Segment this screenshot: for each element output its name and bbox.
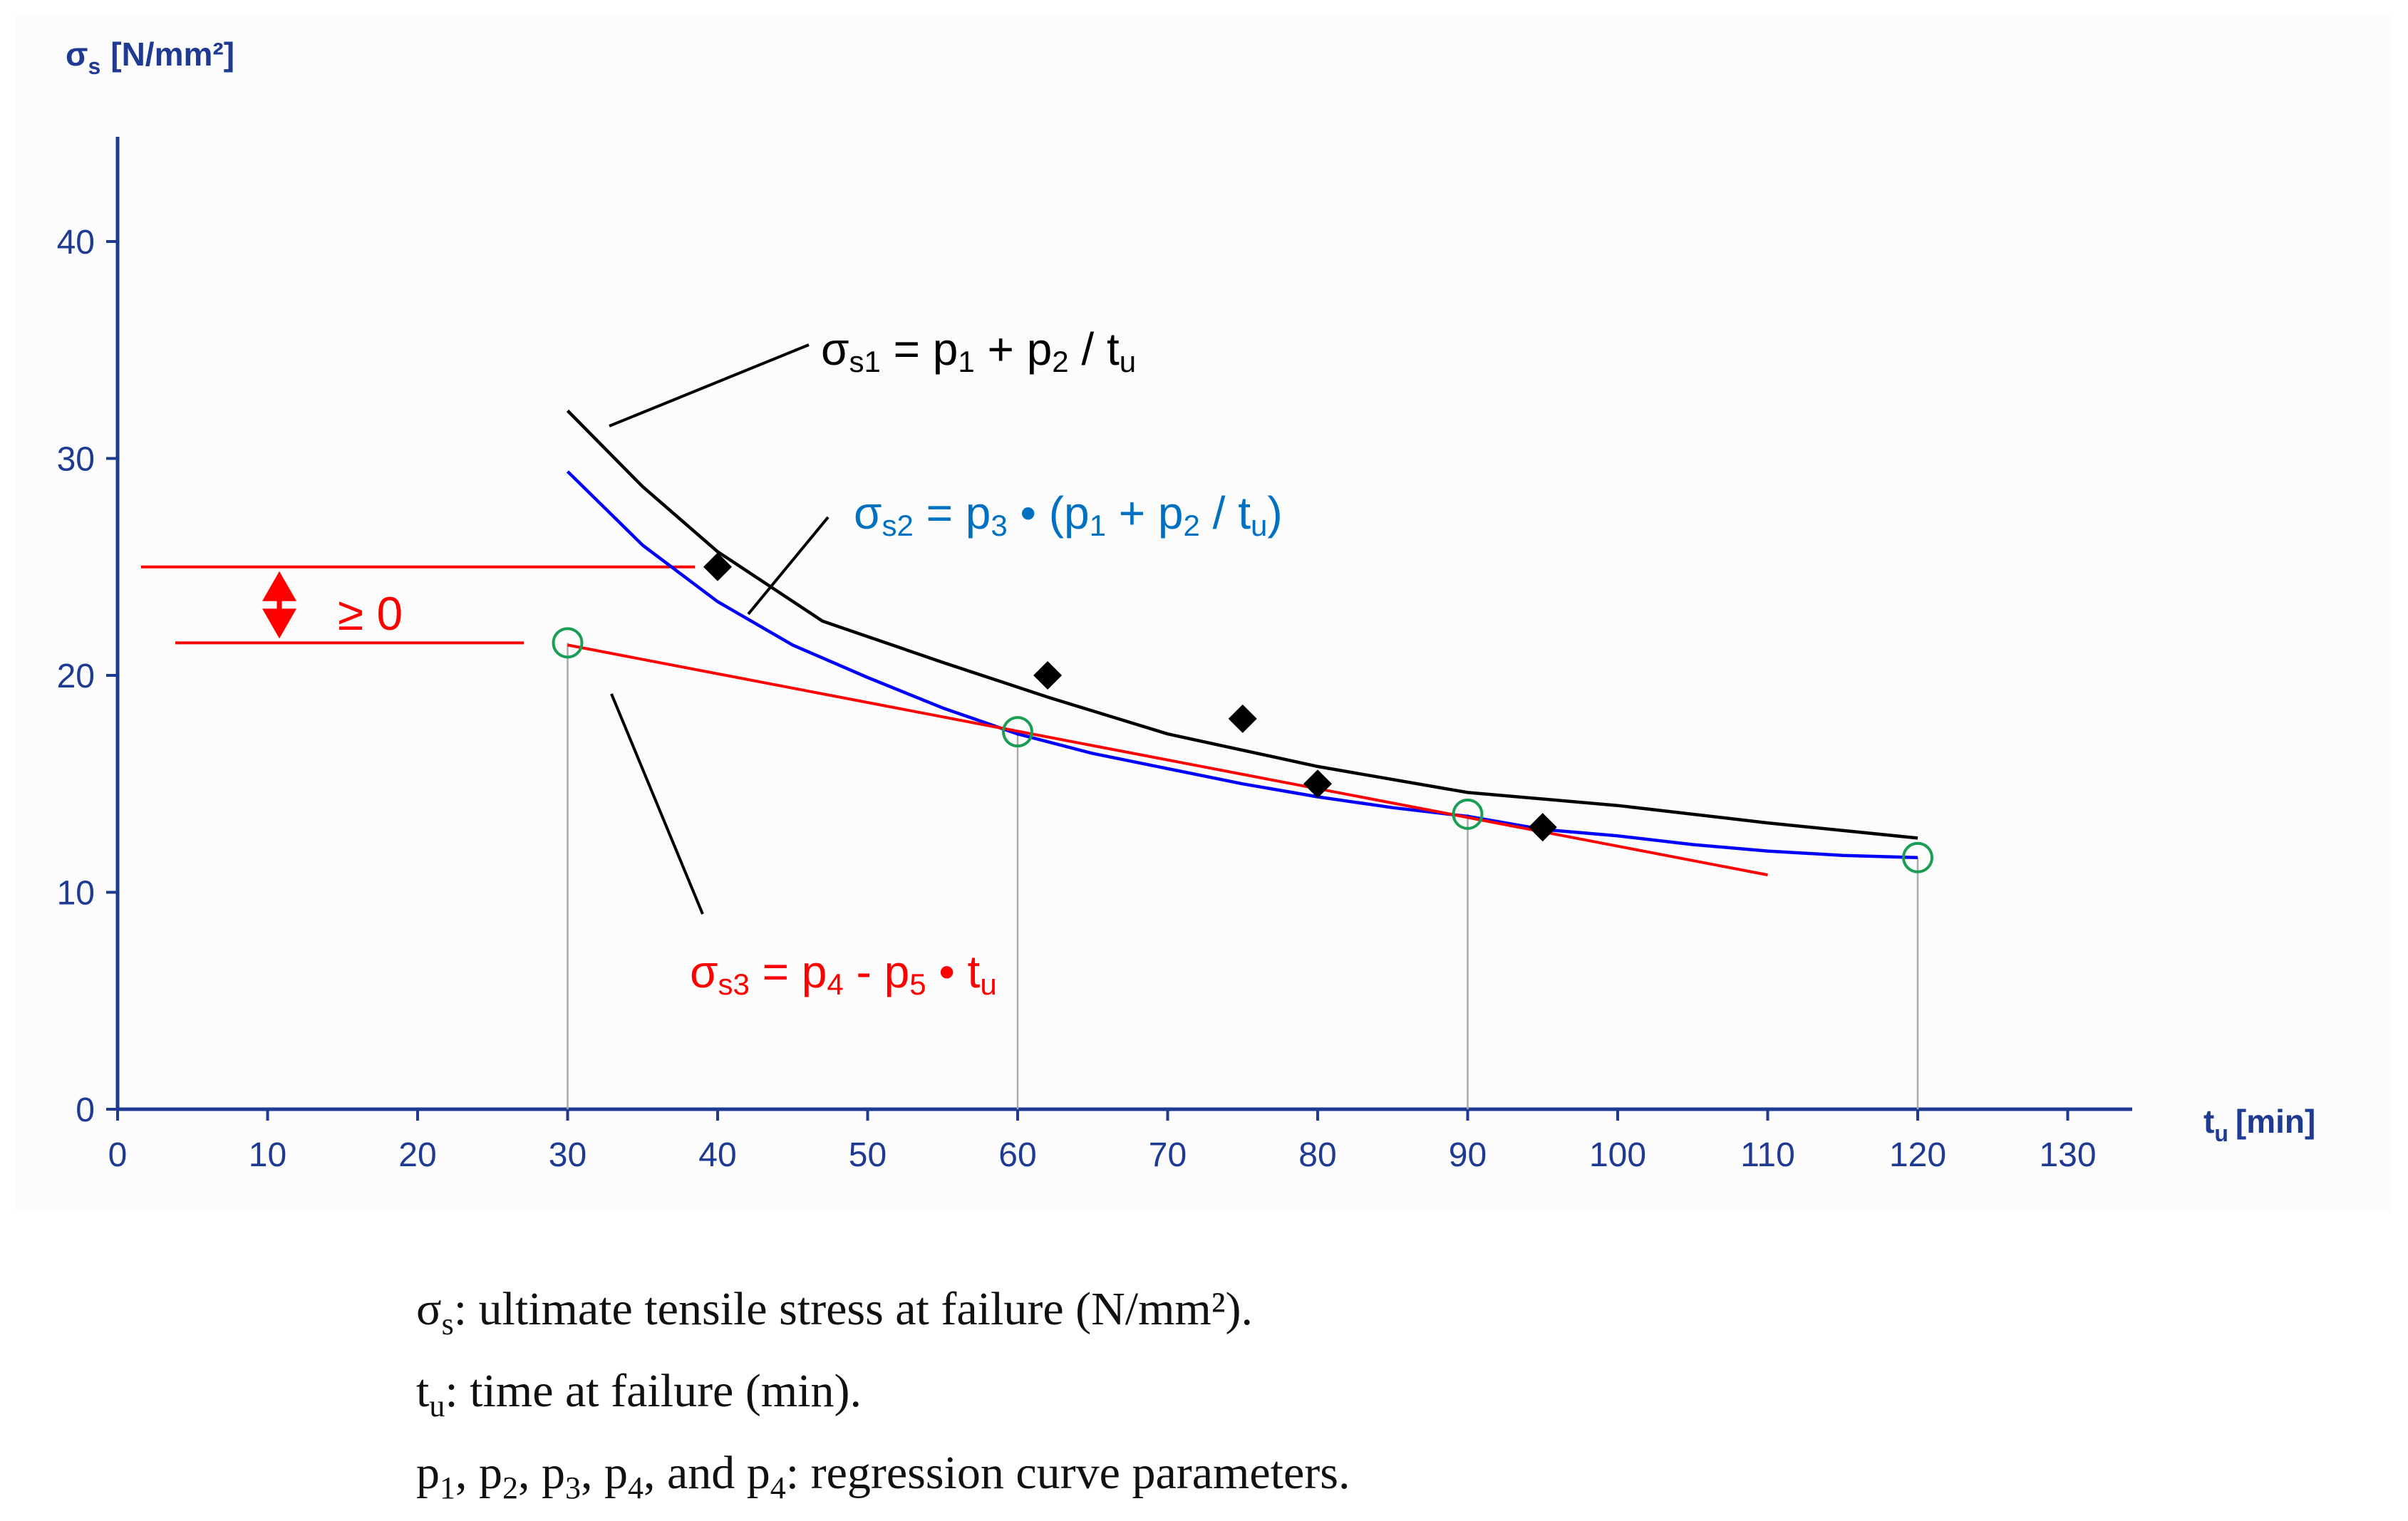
series-sigma-s3-line — [567, 643, 1768, 877]
regression-point — [552, 627, 584, 659]
leader-lines — [609, 343, 830, 915]
drop-lines — [567, 643, 1919, 1109]
series-layer — [566, 409, 1918, 877]
x-tick-label: 10 — [249, 1136, 286, 1174]
x-tick-label: 130 — [2039, 1136, 2096, 1174]
measured-point — [1228, 704, 1257, 733]
y-tick-label: 20 — [57, 658, 95, 695]
equation-2: σs2 = p3 • (p1 + p2 / tu) — [854, 487, 1283, 542]
x-tick-label: 70 — [1149, 1136, 1187, 1174]
leader-line-eq3 — [610, 693, 704, 915]
axes: 0 10 20 30 40 50 60 70 80 90 100 110 120 130 0 10 20 30 40 — [57, 137, 2133, 1174]
measured-point — [1303, 769, 1332, 799]
x-tick-label: 100 — [1589, 1136, 1646, 1174]
x-tick-label: 20 — [398, 1136, 436, 1174]
measured-point — [703, 552, 732, 581]
chart: σs [N/mm²] tu [min] 0 10 20 30 40 50 60 70 80 90 100… — [16, 16, 2392, 1213]
y-tick-label: 30 — [57, 441, 95, 479]
regression-point — [1452, 798, 1484, 830]
leader-line-eq1 — [609, 343, 810, 427]
series-sigma-s1-line — [566, 409, 1918, 840]
x-tick-label: 30 — [549, 1136, 587, 1174]
x-tick-label: 0 — [108, 1136, 128, 1174]
x-tick-label: 40 — [698, 1136, 736, 1174]
x-tick-label: 110 — [1740, 1136, 1795, 1174]
x-axis-label: tu [min] — [2203, 1103, 2315, 1146]
points-layer — [552, 552, 1933, 873]
chart-background — [16, 16, 2392, 1213]
caption-line-2: tu: time at failure (min). — [416, 1365, 862, 1423]
gap-arrow-down-head — [262, 608, 296, 639]
series-sigma-s2-line — [566, 470, 1918, 860]
equation-3: σs3 = p4 - p5 • tu — [690, 946, 997, 1001]
measured-point — [1033, 661, 1063, 690]
gap-label: ≥ 0 — [338, 587, 403, 640]
caption-line-1: σs: ultimate tensile stress at failure (… — [416, 1283, 1254, 1341]
y-tick-label: 40 — [57, 224, 95, 261]
gap-marker — [141, 565, 695, 645]
y-axis-label: σs [N/mm²] — [66, 36, 234, 79]
measured-point — [1528, 813, 1557, 842]
y-tick-label: 10 — [57, 875, 95, 913]
x-tick-label: 90 — [1449, 1136, 1487, 1174]
leader-line-eq2 — [747, 516, 830, 616]
x-tick-label: 120 — [1889, 1136, 1946, 1174]
equation-1: σs1 = p1 + p2 / tu — [821, 323, 1136, 378]
x-tick-label: 80 — [1298, 1136, 1336, 1174]
x-tick-label: 50 — [849, 1136, 887, 1174]
gap-arrow-up-head — [262, 571, 296, 601]
regression-point — [1002, 716, 1033, 748]
regression-point — [1902, 841, 1933, 873]
y-tick-label: 0 — [76, 1091, 95, 1129]
caption-line-3: p1, p2, p3, p4, and p4: regression curve… — [416, 1447, 1350, 1505]
x-tick-label: 60 — [998, 1136, 1036, 1174]
